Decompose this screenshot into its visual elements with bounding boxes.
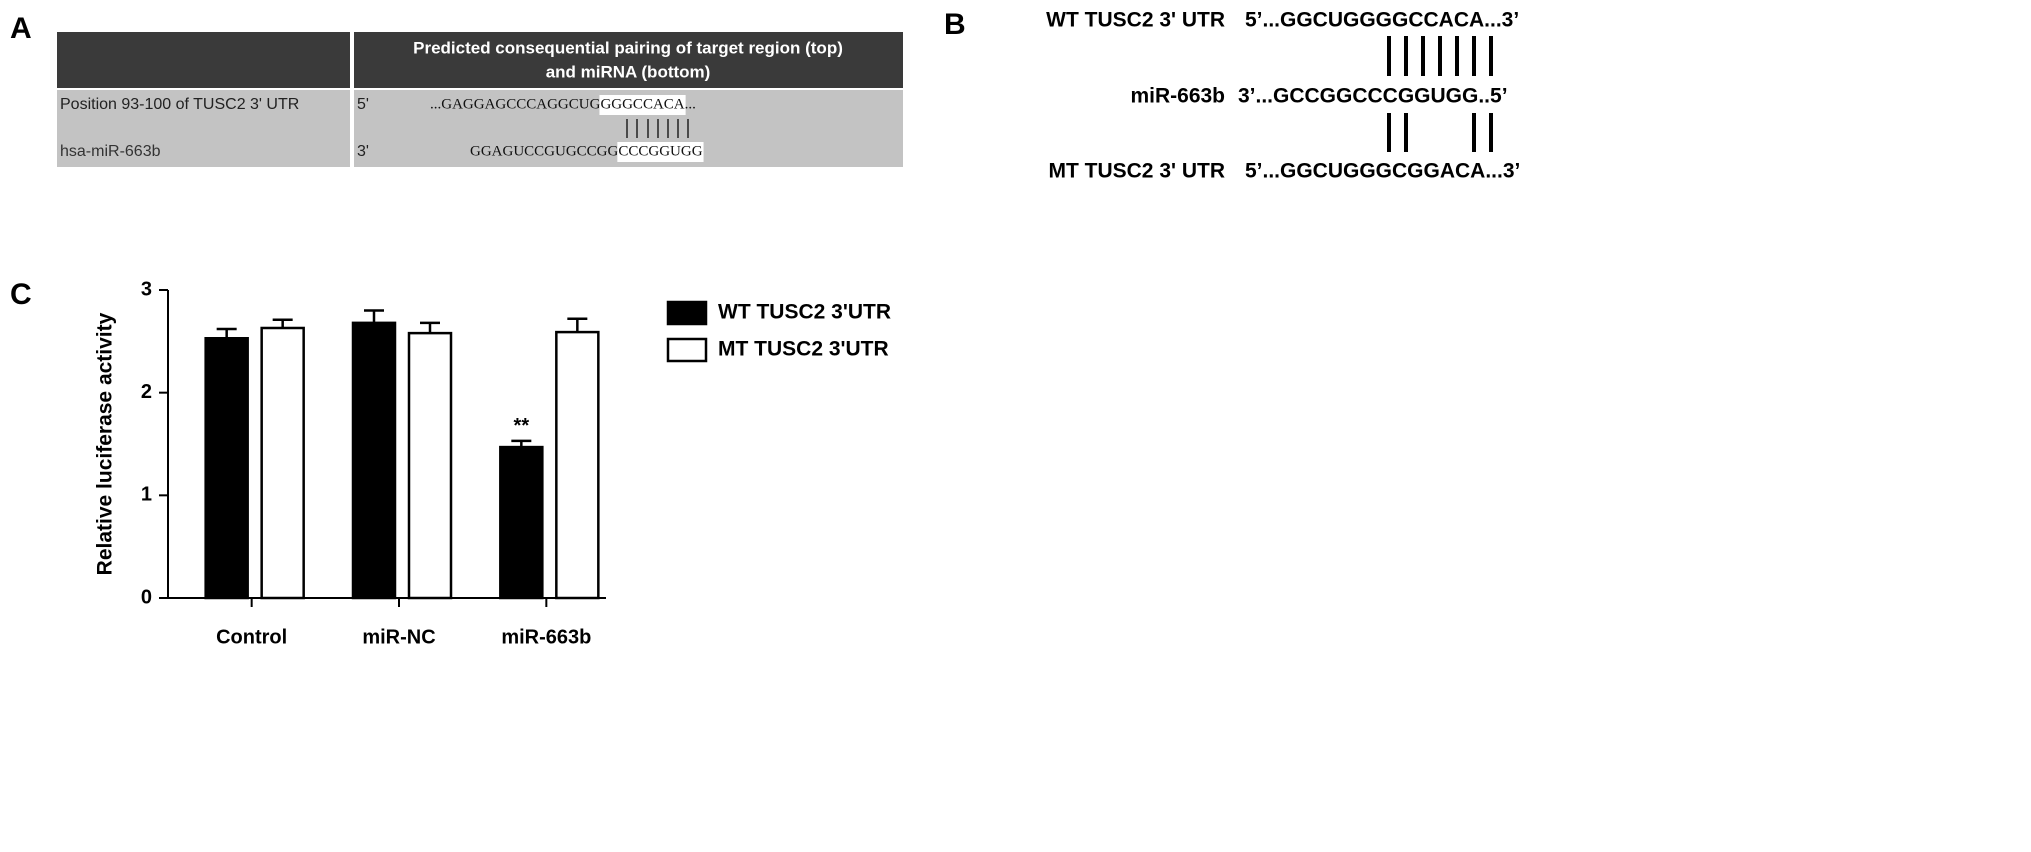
header-text: Predicted consequential pairing of targe… bbox=[413, 38, 843, 57]
error-bar bbox=[216, 327, 237, 339]
panel-label: C bbox=[10, 278, 32, 311]
bar bbox=[351, 321, 397, 600]
alignment-sequence: 3’...GCCGGCCCGGUGG..5’ bbox=[1238, 85, 1508, 108]
bar bbox=[499, 445, 544, 600]
legend-label: MT TUSC2 3'UTR bbox=[718, 338, 889, 361]
alignment-sequence: 5’...GGCUGGGCGGACA...3’ bbox=[1245, 160, 1520, 183]
alignment-sequence: 5’...GGCUGGGGCCACA...3’ bbox=[1245, 9, 1519, 32]
pairing-bars bbox=[626, 119, 689, 138]
strand-end: 5' bbox=[357, 96, 369, 113]
sequence-part: GGGCCACA bbox=[600, 96, 684, 112]
column-divider bbox=[350, 32, 354, 167]
y-tick-label: 2 bbox=[141, 381, 152, 403]
legend-swatch bbox=[666, 337, 708, 363]
x-tick-label: miR-663b bbox=[501, 626, 591, 648]
header-text: and miRNA (bottom) bbox=[546, 62, 711, 81]
legend-label: WT TUSC2 3'UTR bbox=[718, 301, 891, 324]
sequence-part: ...GAGGAGCCCAGGCUG bbox=[430, 96, 601, 112]
alignment-label: miR-663b bbox=[1130, 85, 1225, 108]
strand-end: 3' bbox=[357, 143, 369, 160]
error-bar bbox=[364, 309, 384, 323]
y-tick-label: 3 bbox=[141, 278, 152, 300]
row-label: hsa-miR-663b bbox=[60, 143, 161, 160]
y-tick-label: 1 bbox=[141, 484, 152, 506]
alignment-label: WT TUSC2 3' UTR bbox=[1046, 9, 1225, 32]
row-label: Position 93-100 of TUSC2 3' UTR bbox=[60, 96, 299, 113]
panel-label: A bbox=[10, 12, 32, 45]
bar bbox=[555, 330, 600, 600]
highlight bbox=[617, 142, 704, 162]
error-bar bbox=[567, 317, 588, 333]
sequence-part: GGAGUCCGUGCCGG bbox=[470, 143, 619, 159]
alignment-label: MT TUSC2 3' UTR bbox=[1048, 160, 1225, 183]
pairing-bars bbox=[1387, 36, 1493, 152]
table-header bbox=[57, 32, 903, 88]
sequence-part: CCCGGUGG bbox=[618, 143, 702, 159]
error-bar bbox=[272, 318, 293, 328]
bar bbox=[204, 337, 249, 600]
panel-label: B bbox=[944, 8, 966, 41]
legend-swatch bbox=[666, 300, 708, 326]
error-bar bbox=[420, 321, 440, 334]
y-axis-label: Relative luciferase activity bbox=[94, 312, 117, 575]
table-body bbox=[57, 90, 903, 167]
x-tick-label: Control bbox=[216, 626, 287, 648]
y-tick-label: 0 bbox=[141, 586, 152, 608]
bar bbox=[260, 326, 305, 600]
annotation: ** bbox=[514, 415, 530, 437]
sequence-part: ... bbox=[685, 96, 696, 112]
x-tick-label: miR-NC bbox=[362, 626, 435, 648]
highlight bbox=[599, 95, 686, 115]
bar bbox=[407, 331, 453, 600]
